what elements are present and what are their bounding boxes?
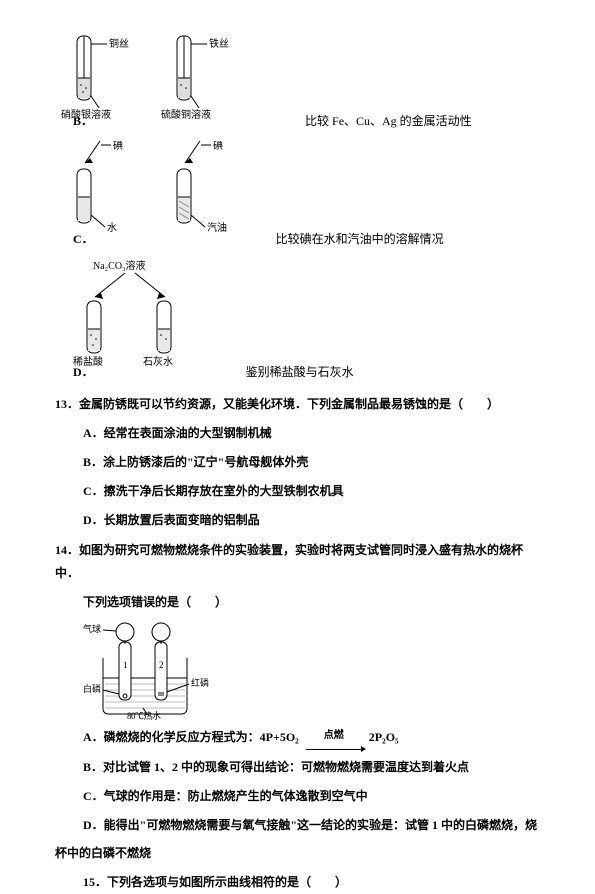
q14-stem1: 14．如图为研究可燃物燃烧条件的实验装置，实验时将两支试管同时浸入盛有热水的烧杯… — [55, 539, 540, 585]
q14-opt-b: B．对比试管 1、2 中的现象可得出结论：可燃物燃烧需要温度达到着火点 — [55, 756, 540, 779]
q13-opt-d: D．长期放置后表面变暗的铝制品 — [55, 509, 540, 532]
svg-text:碘: 碘 — [213, 141, 223, 152]
b-tube2-top-label: 铁丝 — [209, 37, 229, 50]
svg-text:2: 2 — [159, 660, 164, 670]
option-d-text-line: D． 鉴别稀盐酸与石灰水 — [55, 361, 540, 384]
tubes-d-svg: Na₂CO₃溶液 稀盐酸 石灰水 — [55, 259, 255, 369]
q14-stem2: 下列选项错误的是（ ） — [55, 591, 540, 614]
q14-opt-c: C．气球的作用是：防止燃烧产生的气体逸散到空气中 — [55, 785, 540, 808]
reaction-arrow: 点燃 — [306, 726, 362, 750]
b-tube1-top-label: 铜丝 — [109, 38, 129, 50]
option-d-label: D． — [73, 365, 94, 379]
q14-apparatus-svg: 1 2 气球 白磷 红磷 80℃热水 — [83, 620, 223, 720]
svg-text:气球: 气球 — [83, 623, 101, 634]
tubes-b-svg: 铜丝 硝酸银溶液 铁丝 硫酸铜溶液 — [55, 30, 285, 120]
option-b-text: 比较 Fe、Cu、Ag 的金属活动性 — [305, 114, 472, 128]
svg-text:红磷: 红磷 — [191, 677, 209, 688]
q13-opt-b: B．涂上防锈漆后的"辽宁"号航母舰体外壳 — [55, 451, 540, 474]
option-d-row: Na₂CO₃溶液 稀盐酸 石灰水 — [55, 259, 540, 369]
q14-diagram: 1 2 气球 白磷 红磷 80℃热水 — [55, 620, 540, 720]
option-b-diagram: 铜丝 硝酸银溶液 铁丝 硫酸铜溶液 — [55, 30, 285, 120]
svg-text:1: 1 — [123, 660, 128, 670]
q15-stem: 15．下列各选项与如图所示曲线相符的是（ ） — [55, 871, 540, 894]
option-d-diagram: Na₂CO₃溶液 稀盐酸 石灰水 — [55, 259, 255, 369]
svg-text:80℃热水: 80℃热水 — [127, 710, 161, 720]
option-c-label: C． — [73, 232, 94, 246]
arrow-condition: 点燃 — [324, 730, 344, 741]
q14-opt-a: A．磷燃烧的化学反应方程式为：4P+5O₂ 点燃 2P₂O₅ — [55, 726, 540, 750]
q14-opt-d1: D．能得出"可燃物燃烧需要与氧气接触"这一结论的实验是：试管 1 中的白磷燃烧，… — [55, 814, 540, 837]
q14-opt-d2: 杯中的白磷不燃烧 — [55, 842, 540, 865]
q13-stem: 13．金属防锈既可以节约资源，又能美化环境．下列金属制品最易锈蚀的是（ ） — [55, 393, 540, 416]
tubes-c-svg: 碘 碘 水 汽油 — [55, 141, 285, 236]
option-c-row: 碘 碘 水 汽油 — [55, 141, 540, 236]
option-c-text-line: C． 比较碘在水和汽油中的溶解情况 — [55, 228, 540, 251]
q13-opt-c: C．擦洗干净后长期存放在室外的大型铁制农机具 — [55, 480, 540, 503]
option-b-text-line: B． 比较 Fe、Cu、Ag 的金属活动性 — [55, 110, 540, 133]
svg-text:Na₂CO₃溶液: Na₂CO₃溶液 — [93, 259, 146, 272]
option-b-label: B． — [73, 114, 93, 128]
option-b-row: 铜丝 硝酸银溶液 铁丝 硫酸铜溶液 — [55, 30, 540, 120]
q13-opt-a: A．经常在表面涂油的大型钢制机械 — [55, 422, 540, 445]
option-d-text: 鉴别稀盐酸与石灰水 — [246, 365, 354, 379]
svg-text:白磷: 白磷 — [83, 683, 101, 694]
option-c-text: 比较碘在水和汽油中的溶解情况 — [276, 232, 444, 246]
q14-a-pre: A．磷燃烧的化学反应方程式为：4P+5O₂ — [83, 730, 299, 744]
option-c-diagram: 碘 碘 水 汽油 — [55, 141, 285, 236]
svg-text:碘: 碘 — [113, 141, 123, 152]
q14-a-post: 2P₂O₅ — [369, 730, 399, 744]
